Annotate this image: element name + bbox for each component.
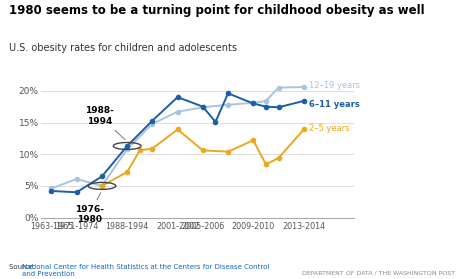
Text: 1976-
1980: 1976- 1980 [75, 193, 104, 224]
Text: 6–11 years: 6–11 years [308, 100, 359, 109]
Text: 2–5 years: 2–5 years [308, 124, 349, 133]
Text: 1988-
1994: 1988- 1994 [85, 106, 125, 140]
Text: 12–19 years: 12–19 years [308, 81, 359, 90]
Text: Source:: Source: [9, 264, 38, 270]
Text: DEPARTMENT OF DATA / THE WASHINGTON POST: DEPARTMENT OF DATA / THE WASHINGTON POST [302, 271, 454, 276]
Text: National Center for Health Statistics at the Centers for Disease Control
and Pre: National Center for Health Statistics at… [22, 264, 269, 277]
Text: 1980 seems to be a turning point for childhood obesity as well: 1980 seems to be a turning point for chi… [9, 4, 424, 17]
Text: U.S. obesity rates for children and adolescents: U.S. obesity rates for children and adol… [9, 43, 237, 53]
